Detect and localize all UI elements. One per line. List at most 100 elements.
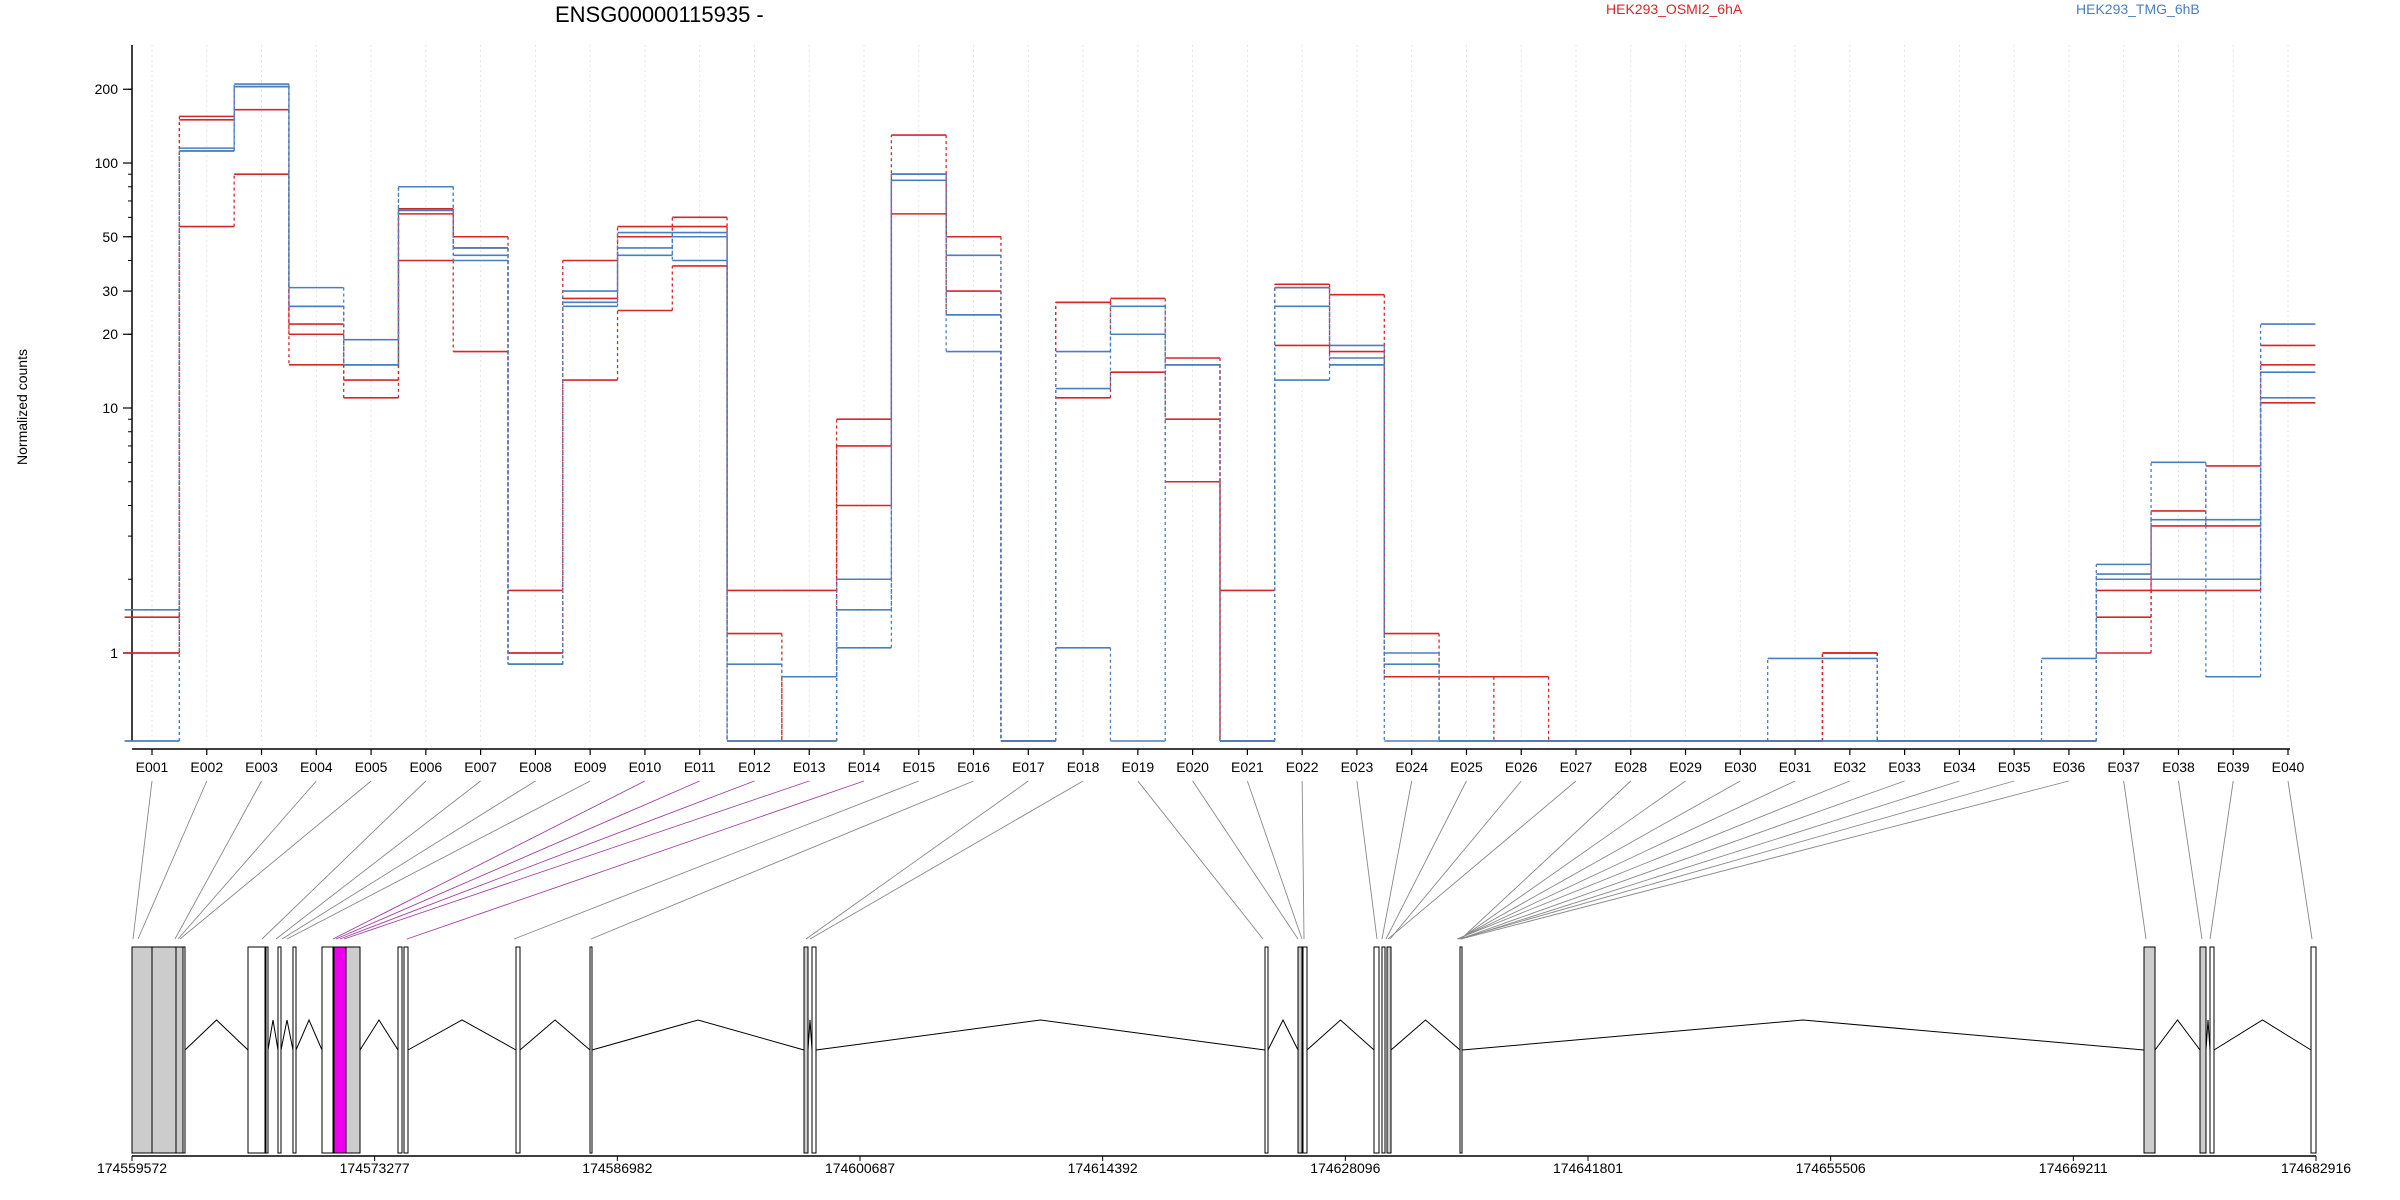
connector-line — [339, 780, 755, 940]
genomic-coordinate-label: 174600687 — [825, 1160, 895, 1176]
y-tick-label: 100 — [95, 155, 119, 171]
x-tick-label: E023 — [1341, 759, 1374, 775]
x-tick-label: E022 — [1286, 759, 1319, 775]
intron — [280, 1019, 294, 1051]
connector-line — [1389, 780, 1522, 940]
connector-line — [2209, 780, 2234, 940]
exon-block — [1386, 946, 1392, 1154]
connector-line — [1456, 780, 1851, 940]
intron — [2213, 1019, 2312, 1051]
exon-block — [1302, 946, 1308, 1154]
connector-line — [174, 780, 262, 940]
legend-series-osmi2: HEK293_OSMI2_6hA — [1606, 1, 1743, 17]
exon-block — [333, 946, 347, 1154]
connector-line — [1457, 780, 1796, 940]
genomic-coordinate-label: 174641801 — [1553, 1160, 1623, 1176]
y-tick-label: 10 — [102, 400, 118, 416]
exon-block — [265, 946, 269, 1154]
exon-block — [1373, 946, 1380, 1154]
connector-line — [343, 780, 810, 940]
x-tick-label: E040 — [2272, 759, 2305, 775]
connector-line — [1458, 780, 2015, 940]
exon-block — [321, 946, 334, 1154]
exon-connectors — [132, 780, 2313, 940]
x-tick-label: E028 — [1614, 759, 1647, 775]
intron — [1461, 1019, 2145, 1051]
x-tick-label: E026 — [1505, 759, 1538, 775]
x-tick-label: E004 — [300, 759, 333, 775]
genomic-coordinate-label: 174655506 — [1796, 1160, 1866, 1176]
intron — [815, 1019, 1266, 1051]
connector-line — [137, 780, 208, 940]
intron — [519, 1019, 591, 1051]
x-tick-label: E029 — [1669, 759, 1702, 775]
connector-line — [335, 780, 700, 940]
connector-line — [1192, 780, 1299, 940]
connector-line — [2178, 780, 2203, 940]
connector-line — [332, 780, 646, 940]
x-tick-label: E027 — [1560, 759, 1593, 775]
connector-line — [513, 780, 919, 940]
connector-line — [406, 780, 865, 940]
x-tick-label: E039 — [2217, 759, 2250, 775]
exon-block — [2209, 946, 2215, 1154]
x-tick-label: E014 — [848, 759, 881, 775]
x-ticks: E001 E002 E003 E004 E005 E006 E007 E008 E009 E010… — [136, 749, 2305, 775]
x-tick-label: E020 — [1176, 759, 1209, 775]
exon-block — [151, 946, 177, 1154]
genomic-coordinate-label: 174682916 — [2281, 1160, 2351, 1176]
x-tick-label: E002 — [190, 759, 223, 775]
connector-line — [1460, 780, 1960, 940]
exon-block — [803, 946, 809, 1154]
connector-line — [590, 780, 974, 940]
x-tick-label: E024 — [1395, 759, 1428, 775]
x-tick-label: E015 — [902, 759, 935, 775]
connector-line — [1381, 780, 1413, 940]
intron — [1306, 1019, 1375, 1051]
connector-line — [1301, 780, 1305, 940]
intron — [407, 1019, 517, 1051]
genomic-coordinate-label: 174573277 — [340, 1160, 410, 1176]
x-tick-label: E021 — [1231, 759, 1264, 775]
exon-block — [247, 946, 266, 1154]
connector-line — [179, 780, 372, 940]
x-tick-label: E012 — [738, 759, 771, 775]
intron — [2205, 1019, 2211, 1051]
series-5 — [124, 85, 2316, 742]
x-tick-label: E035 — [1998, 759, 2031, 775]
exon-block — [397, 946, 403, 1154]
exon-block — [131, 946, 153, 1154]
x-tick-label: E036 — [2053, 759, 2086, 775]
exon-block — [277, 946, 282, 1154]
connector-line — [1246, 780, 1303, 940]
x-tick-label: E030 — [1724, 759, 1757, 775]
exon-block — [811, 946, 817, 1154]
y-tick-label: 20 — [102, 326, 118, 342]
x-tick-label: E034 — [1943, 759, 1976, 775]
intron — [1390, 1019, 1461, 1051]
genomic-coordinate-label: 174614392 — [1068, 1160, 1138, 1176]
connector-line — [275, 780, 481, 940]
x-tick-label: E032 — [1833, 759, 1866, 775]
y-ticks: 1 10 20 30 50 100 200 — [95, 81, 132, 661]
connector-line — [177, 780, 317, 940]
intron — [1267, 1018, 1299, 1051]
intron — [184, 1019, 249, 1051]
exon-block — [345, 946, 361, 1154]
x-tick-label: E016 — [957, 759, 990, 775]
connector-line — [1137, 780, 1264, 940]
connector-line — [1459, 780, 1905, 940]
genomic-coordinate-label: 174586982 — [582, 1160, 652, 1176]
exon-block — [1381, 946, 1386, 1154]
x-tick-label: E038 — [2162, 759, 2195, 775]
intron — [267, 1019, 279, 1051]
exon-block — [1297, 946, 1303, 1154]
connector-line — [286, 780, 591, 940]
connector-line — [1385, 780, 1467, 940]
x-tick-label: E005 — [355, 759, 388, 775]
connector-line — [805, 780, 1029, 940]
exon-block — [2199, 946, 2207, 1154]
connector-line — [1356, 780, 1378, 940]
exon-block — [403, 946, 409, 1154]
